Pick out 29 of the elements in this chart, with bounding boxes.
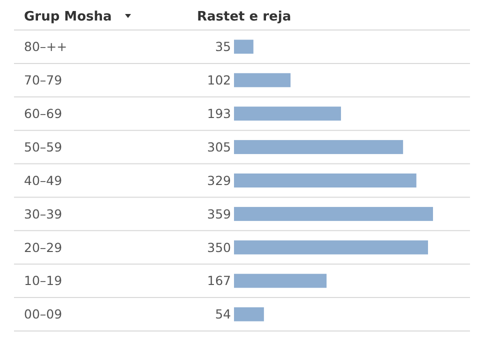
y-tick-label: 20–29 [24, 240, 62, 255]
bar [234, 140, 404, 154]
bar [234, 274, 327, 288]
x-axis-title: Rastet e reja [197, 10, 292, 25]
bar [234, 240, 428, 254]
bar [234, 106, 341, 121]
data-label: 35 [215, 39, 231, 54]
y-tick-label: 30–39 [24, 206, 62, 222]
bar [234, 73, 291, 88]
y-tick-label: 50–59 [24, 139, 62, 154]
y-tick-label: 00–09 [24, 306, 62, 322]
y-tick-label: 80–++ [24, 39, 68, 54]
bar [234, 206, 433, 221]
data-label: 193 [207, 106, 231, 121]
data-label: 167 [207, 273, 231, 288]
data-label: 329 [207, 172, 232, 188]
data-label: 54 [215, 306, 232, 322]
y-tick-label: 60–69 [24, 106, 62, 121]
bar [234, 307, 264, 322]
y-axis-title: Grup Mosha [24, 10, 112, 25]
y-tick-label: 40–49 [24, 172, 62, 188]
data-label: 359 [207, 206, 232, 222]
y-tick-label: 10–19 [24, 273, 62, 288]
data-label: 102 [207, 72, 231, 88]
data-label: 350 [207, 240, 232, 255]
y-tick-label: 70–79 [24, 72, 62, 88]
data-label: 305 [207, 139, 231, 154]
bar [234, 174, 416, 188]
bar [234, 40, 254, 54]
